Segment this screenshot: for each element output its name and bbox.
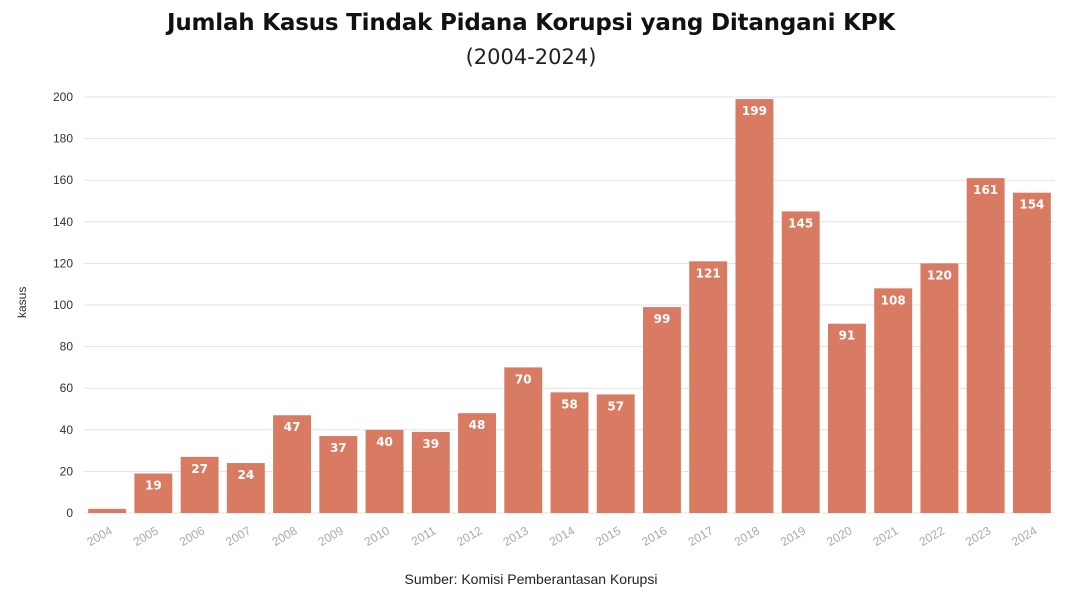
y-tick-label: 140: [53, 215, 73, 229]
x-tick-label: 2011: [409, 523, 439, 548]
bar-value-label: 24: [237, 468, 254, 482]
bar-value-label: 40: [376, 435, 393, 449]
x-tick-label: 2008: [269, 523, 299, 549]
bar-value-label: 108: [881, 293, 906, 307]
y-tick-label: 160: [53, 173, 73, 187]
bar-2014: [550, 392, 589, 513]
bar-2011: [411, 431, 450, 513]
x-tick-label: 2014: [547, 523, 577, 549]
bar-2016: [643, 307, 681, 513]
x-tick-label: 2017: [686, 523, 716, 549]
x-tick-label: 2020: [824, 523, 854, 549]
bar-2024: [1012, 192, 1051, 513]
bar-value-label: 70: [515, 372, 532, 386]
bar-value-label: 37: [330, 441, 347, 455]
x-tick-label: 2018: [732, 523, 762, 549]
bar-2013: [504, 367, 543, 513]
chart-title: Jumlah Kasus Tindak Pidana Korupsi yang …: [166, 10, 895, 36]
x-tick-label: 2024: [1009, 523, 1039, 549]
x-tick-label: 2004: [84, 523, 114, 549]
x-tick-label: 2022: [917, 523, 947, 549]
bar-2005: [134, 473, 173, 513]
x-tick-label: 2019: [778, 523, 808, 549]
y-tick-label: 0: [66, 506, 73, 520]
bar-2009: [319, 436, 358, 513]
x-tick-labels: 2004 2005 2006 2007 2008 2009 2010 2011 2012 2013…: [84, 523, 1039, 549]
bar-value-label: 145: [788, 216, 813, 230]
bar-value-label: 154: [1019, 198, 1044, 212]
bar-2020: [827, 323, 866, 513]
x-tick-label: 2012: [454, 523, 484, 549]
bar-value-label: 58: [561, 397, 578, 411]
bar-value-label: 99: [654, 312, 671, 326]
bar-2012: [458, 413, 496, 513]
x-tick-label: 2010: [362, 523, 392, 549]
x-tick-label: 2015: [593, 523, 623, 549]
bar-value-label: 48: [469, 418, 486, 432]
x-tick-label: 2023: [963, 523, 993, 549]
y-tick-label: 120: [53, 256, 73, 270]
bar-value-label: 120: [927, 268, 952, 282]
bars: [88, 99, 1051, 513]
x-tick-label: 2021: [871, 523, 901, 549]
bar-2010: [365, 429, 404, 513]
bar-2017: [689, 261, 728, 513]
x-tick-label: 2013: [501, 523, 531, 549]
bar-value-label: 91: [839, 329, 856, 343]
bar-value-label: 161: [973, 183, 998, 197]
bar-2007: [226, 463, 265, 513]
bar-2022: [920, 263, 959, 513]
y-tick-label: 180: [53, 132, 73, 146]
bar-value-labels: 19 27 24 47 37 40 39 48 70 58 57 99 121 199 145 91 108 12…: [145, 104, 1044, 492]
y-tick-label: 80: [60, 340, 74, 354]
bar-2004: [88, 508, 127, 513]
bar-value-label: 19: [145, 478, 162, 492]
y-tick-label: 40: [60, 423, 74, 437]
bar-2021: [874, 288, 913, 513]
y-tick-label: 20: [60, 464, 74, 478]
y-tick-label: 60: [60, 381, 74, 395]
bar-value-label: 199: [742, 104, 767, 118]
y-tick-label: 100: [53, 298, 73, 312]
x-tick-label: 2005: [131, 523, 161, 549]
bar-2019: [781, 211, 820, 513]
y-tick-labels: 0 20 40 60 80 100 120 140 160 180 200: [53, 90, 73, 520]
bar-value-label: 121: [696, 266, 721, 280]
bar-2015: [596, 394, 635, 513]
x-tick-label: 2009: [316, 523, 346, 549]
x-tick-label: 2007: [223, 523, 253, 549]
bar-value-label: 47: [284, 420, 301, 434]
bar-value-label: 27: [191, 462, 208, 476]
source-note: Sumber: Komisi Pemberantasan Korupsi: [404, 571, 658, 587]
bar-2018: [735, 99, 774, 513]
bar-value-label: 57: [607, 399, 624, 413]
y-tick-label: 200: [53, 90, 73, 104]
bar-value-label: 39: [422, 437, 439, 451]
bar-2008: [273, 415, 312, 513]
x-tick-label: 2016: [639, 523, 669, 549]
bar-2023: [966, 178, 1005, 513]
chart-subtitle: (2004-2024): [465, 45, 597, 69]
bar-2006: [180, 456, 219, 513]
x-tick-label: 2006: [177, 523, 207, 549]
